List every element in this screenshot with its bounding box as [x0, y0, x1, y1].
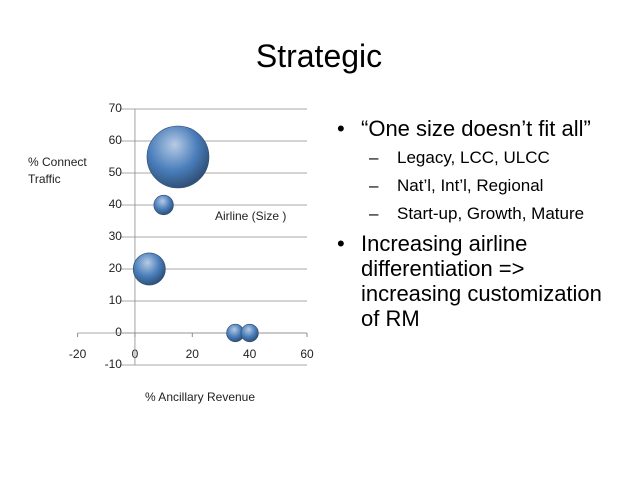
- x-tick-label: 60: [300, 347, 314, 361]
- sub-bullet: Legacy, LCC, ULCC: [361, 147, 605, 168]
- slide-title: Strategic: [255, 38, 383, 74]
- sub-bullet-text: Legacy, LCC, ULCC: [397, 148, 550, 167]
- sub-bullet-list: Legacy, LCC, ULCC Nat’l, Int’l, Regional S…: [361, 147, 605, 224]
- y-tick-label: 0: [115, 325, 122, 339]
- y-axis-label: % Connect Traffic: [28, 155, 87, 186]
- x-tick-label: 20: [186, 347, 200, 361]
- bubble: [132, 252, 166, 286]
- sub-bullet-text: Nat’l, Int’l, Regional: [397, 176, 544, 195]
- x-axis-label: % Ancillary Revenue: [145, 390, 255, 404]
- legend-label: Airline (Size ): [215, 209, 286, 223]
- sub-bullet: Nat’l, Int’l, Regional: [361, 175, 605, 196]
- bubble: [146, 125, 210, 189]
- bubble: [153, 194, 174, 216]
- x-tick-label: 40: [243, 347, 257, 361]
- bullet-text: Increasing airline differentiation => in…: [361, 231, 602, 331]
- sub-bullet: Start-up, Growth, Mature: [361, 203, 605, 224]
- bullet-list: “One size doesn’t fit all” Legacy, LCC, U…: [335, 116, 605, 337]
- sub-bullet-text: Start-up, Growth, Mature: [397, 204, 585, 223]
- bullet: “One size doesn’t fit all” Legacy, LCC, U…: [335, 116, 605, 224]
- y-tick-label: 40: [109, 197, 123, 211]
- y-tick-label: 60: [109, 133, 123, 147]
- bullet-text: “One size doesn’t fit all”: [361, 116, 591, 141]
- y-tick-label: 30: [109, 229, 123, 243]
- bullet: Increasing airline differentiation => in…: [335, 231, 605, 331]
- y-tick-label: 10: [109, 293, 123, 307]
- bubble: [240, 323, 259, 343]
- y-tick-label: 70: [109, 101, 123, 115]
- y-tick-label: -10: [105, 357, 123, 371]
- y-tick-label: 50: [109, 165, 123, 179]
- x-tick-label: -20: [69, 347, 87, 361]
- y-tick-label: 20: [109, 261, 123, 275]
